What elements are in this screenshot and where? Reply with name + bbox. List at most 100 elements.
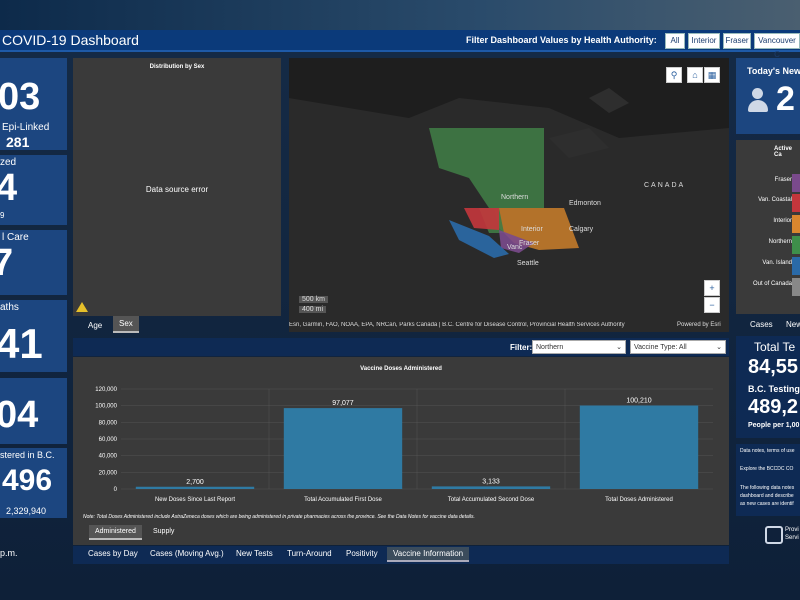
- critical-care-value: 7: [0, 242, 14, 284]
- today-new-cases-card: Today's New C 2: [736, 58, 800, 134]
- data-notes-description: The following data notes dashboard and d…: [740, 485, 795, 507]
- nav-cases-moving-avg[interactable]: Cases (Moving Avg.): [150, 549, 224, 558]
- active-cases-title: Active Ca: [774, 146, 793, 158]
- map-label-seattle: Seattle: [517, 260, 539, 267]
- region-fraser: [499, 230, 534, 253]
- map-search-button[interactable]: ⚲: [666, 67, 682, 83]
- legend-van-island: Van. Island: [762, 260, 792, 266]
- filter-fraser-button[interactable]: Fraser: [723, 33, 751, 49]
- bar[interactable]: [431, 486, 551, 489]
- map-label-vancouver: Vanc: [507, 244, 523, 251]
- x-tick-label: Total Accumulated First Dose: [304, 497, 382, 503]
- vaccine-filter-bar: Filter: Northern ⌄ Vaccine Type: All ⌄: [73, 338, 729, 356]
- legend-van-coastal: Van. Coastal: [758, 197, 792, 203]
- y-tick-label: 100,000: [95, 404, 117, 410]
- tab-new[interactable]: New: [786, 320, 800, 329]
- epi-linked-label: Epi-Linked: [2, 122, 50, 133]
- updated-time: p.m.: [0, 548, 18, 558]
- bc-testing-label: B.C. Testing: [748, 384, 800, 394]
- chevron-down-icon: ⌄: [616, 344, 622, 351]
- chevron-down-icon: ⌄: [716, 344, 722, 351]
- tab-administered[interactable]: Administered: [89, 525, 142, 540]
- stat-card-deaths: aths 41: [0, 300, 67, 372]
- cases-value: 03: [0, 76, 41, 118]
- filter-vancouver-button[interactable]: Vancouver C: [754, 33, 800, 59]
- region-van-coastal: [464, 208, 499, 230]
- active-cases-panel: Active Ca Fraser Van. Coastal Interior N…: [736, 140, 800, 314]
- y-tick-label: 60,000: [99, 437, 118, 443]
- legend-northern: Northern: [768, 239, 792, 245]
- map-basemap-button[interactable]: ▦: [704, 67, 720, 83]
- stat-card-critical-care: l Care 7: [0, 230, 67, 295]
- bar[interactable]: [135, 486, 255, 489]
- legend-interior: Interior: [773, 218, 792, 224]
- legend-color-bar: [792, 278, 800, 296]
- nav-positivity[interactable]: Positivity: [346, 549, 378, 558]
- critical-care-label: l Care: [2, 232, 29, 243]
- powered-by-esri[interactable]: Powered by Esri: [677, 322, 721, 328]
- bottom-nav: Cases by Day Cases (Moving Avg.) New Tes…: [73, 546, 729, 564]
- bar[interactable]: [579, 405, 699, 489]
- legend-color-bar: [792, 215, 800, 233]
- health-authority-value: Northern: [536, 344, 564, 351]
- vaccine-chart-panel: Vaccine Doses Administered 0 20,000 40,000…: [73, 357, 729, 545]
- region-van-island: [449, 220, 509, 258]
- map-label-northern: Northern: [501, 194, 529, 201]
- y-tick-label: 80,000: [99, 420, 118, 426]
- stat-card-hospitalized: zed 4 9: [0, 155, 67, 225]
- explore-bccdc-link[interactable]: Explore the BCCDC CO: [740, 466, 794, 472]
- nav-vaccine-information[interactable]: Vaccine Information: [387, 547, 470, 562]
- nav-new-tests[interactable]: New Tests: [236, 549, 273, 558]
- filter-label: Filter Dashboard Values by Health Author…: [466, 35, 657, 45]
- y-tick-label: 20,000: [99, 470, 118, 476]
- hospitalized-value: 4: [0, 167, 18, 209]
- zoom-out-button[interactable]: −: [704, 297, 720, 313]
- vaccine-type-select[interactable]: Vaccine Type: All ⌄: [630, 340, 726, 354]
- distribution-title: Distribution by Sex: [149, 64, 205, 70]
- bar-chart: 0 20,000 40,000 60,000 80,000 100,000 120,000 2…: [95, 387, 713, 503]
- total-tests-value: 84,55: [748, 356, 799, 378]
- zoom-in-button[interactable]: +: [704, 280, 720, 296]
- stat-card-vaccines: stered in B.C. 496 2,329,940: [0, 448, 67, 518]
- tab-sex[interactable]: Sex: [113, 316, 139, 333]
- y-tick-label: 40,000: [99, 454, 118, 460]
- health-authority-select[interactable]: Northern ⌄: [532, 340, 626, 354]
- y-tick-label: 120,000: [95, 387, 117, 393]
- distribution-panel: Distribution by Sex Data source error: [73, 58, 281, 316]
- dashboard-title: COVID-19 Dashboard: [2, 32, 139, 48]
- scale-km: 500 km: [299, 296, 328, 303]
- map-label-fraser: Fraser: [519, 240, 540, 247]
- filter-interior-button[interactable]: Interior: [688, 33, 720, 49]
- data-notes-link[interactable]: Data notes, terms of use: [740, 448, 795, 454]
- x-tick-label: New Doses Since Last Report: [155, 497, 235, 503]
- bar-value-label: 2,700: [186, 479, 204, 486]
- nav-cases-by-day[interactable]: Cases by Day: [88, 549, 138, 558]
- map-home-button[interactable]: ⌂: [687, 67, 703, 83]
- map-label-calgary: Calgary: [569, 226, 594, 233]
- map-view[interactable]: Northern Interior Fraser Vanc Seattle Ed…: [289, 58, 729, 332]
- tab-age[interactable]: Age: [88, 321, 103, 330]
- map-graphic: [289, 58, 729, 332]
- hospitalized-label: zed: [0, 157, 17, 168]
- today-new-cases-label: Today's New C: [747, 66, 800, 76]
- filter-all-button[interactable]: All: [665, 33, 685, 49]
- legend-color-bar: [792, 194, 800, 212]
- map-attribution: Esri, Garmin, FAO, NOAA, EPA, NRCan, Par…: [289, 322, 669, 328]
- deaths-value: 41: [0, 320, 43, 367]
- bar[interactable]: [283, 408, 403, 489]
- tab-cases[interactable]: Cases: [750, 320, 773, 329]
- tab-supply[interactable]: Supply: [153, 528, 175, 535]
- stat-card-cases: 03 Epi-Linked 281: [0, 58, 67, 150]
- data-error-message: Data source error: [145, 185, 209, 194]
- bc-testing-value: 489,2: [748, 396, 799, 418]
- legend-color-bar: [792, 236, 800, 254]
- phsa-logo: Provi Servi: [765, 524, 800, 546]
- nav-turn-around[interactable]: Turn-Around: [287, 549, 332, 558]
- x-tick-label: Total Doses Administered: [605, 497, 673, 503]
- bar-value-label: 3,133: [482, 478, 500, 485]
- recovered-value: 04: [0, 394, 39, 436]
- map-label-canada: CANADA: [644, 182, 686, 189]
- bar-value-label: 100,210: [626, 397, 651, 404]
- chart-title: Vaccine Doses Administered: [360, 366, 442, 372]
